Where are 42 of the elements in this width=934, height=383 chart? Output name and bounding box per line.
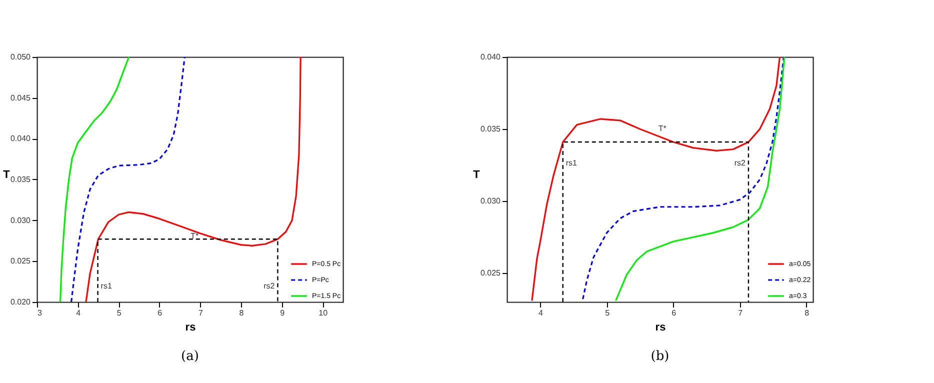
line-series [59,57,130,302]
line-series [614,57,786,302]
y-tick-label: 0.030 [480,196,502,206]
annotation: T* [190,232,199,241]
y-tick-label: 0.050 [10,52,32,62]
line-series [582,57,785,300]
x-tick-label: 5 [605,308,610,318]
y-tick-label: 0.040 [480,52,502,62]
line-series [85,57,302,302]
annotation: T* [658,124,666,134]
x-tick-label: 4 [538,308,544,318]
y-tick-label: 0.025 [10,256,32,266]
annotation: rs1 [566,158,578,168]
x-tick-label: 7 [198,308,204,318]
x-tick-label: 3 [38,308,42,318]
y-tick-label: 0.045 [10,93,32,102]
x-axis-title: rs [655,322,666,334]
annotation: rs2 [734,158,746,168]
x-tick-label: 4 [76,308,82,318]
x-tick-label: 5 [116,308,122,318]
x-tick-label: 10 [318,308,328,318]
x-tick-label: 7 [738,308,744,318]
y-tick-label: 0.020 [10,298,32,306]
y-axis-title: T [3,169,10,181]
x-tick-label: 9 [280,308,286,318]
x-tick-label: 6 [672,308,677,318]
line-series [70,57,186,302]
x-axis-title: rs [185,322,196,334]
y-tick-label: 0.035 [10,175,32,184]
annotation: rs1 [100,281,112,290]
x-tick-label: 8 [239,308,244,318]
line-series [531,57,781,302]
y-axis-title: T [473,169,480,181]
text: (a) [181,349,199,364]
y-tick-label: 0.035 [480,124,502,134]
x-tick-label: 6 [158,308,163,318]
y-tick-label: 0.025 [480,268,502,278]
text: (b) [650,349,670,364]
annotation: rs2 [264,281,276,290]
y-tick-label: 0.030 [10,216,32,225]
y-tick-label: 0.040 [10,134,32,144]
x-tick-label: 8 [804,308,810,318]
